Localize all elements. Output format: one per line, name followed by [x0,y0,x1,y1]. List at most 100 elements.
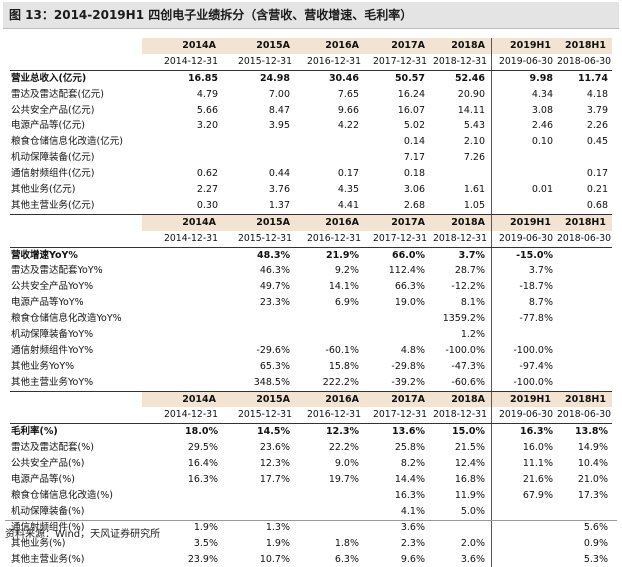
value-cell: 16.07 [365,103,431,119]
value-cell: 5.66 [142,103,222,119]
value-cell [557,279,612,295]
year-header-cell: 2019H1 [491,392,557,408]
value-cell [142,375,222,391]
value-cell: 5.02 [365,118,431,134]
table-row: 电源产品等(%)16.3%17.7%19.7%14.4%16.8%21.6%21… [10,472,612,488]
value-cell: 0.14 [365,134,431,150]
value-cell [222,327,296,343]
year-header-cell: 2016A [296,392,365,408]
table-row: 粮食仓储信息化改造YoY%1359.2%-77.8% [10,311,612,327]
year-header-cell: 2018A [431,215,491,231]
value-cell [557,150,612,166]
value-cell: 4.34 [491,87,557,103]
row-label: 机动保障装备(亿元) [10,150,142,166]
value-cell: 7.00 [222,87,296,103]
row-label: 其他业务(亿元) [10,182,142,198]
value-cell: 3.76 [222,182,296,198]
value-cell: 1.2% [431,327,491,343]
value-cell [491,504,557,520]
row-label: 机动保障装备YoY% [10,327,142,343]
value-cell: -100.0% [491,375,557,391]
value-cell: 4.8% [365,343,431,359]
value-cell: 19.7% [296,472,365,488]
value-cell [365,311,431,327]
value-cell: 10.7% [222,552,296,567]
value-cell: 4.41 [296,198,365,214]
value-cell: 16.3% [491,424,557,440]
value-cell: 6.9% [296,295,365,311]
value-cell: 7.26 [431,150,491,166]
value-cell: 222.2% [296,375,365,391]
value-cell [142,488,222,504]
value-cell: 22.2% [296,440,365,456]
year-header-cell: 2018A [431,38,491,54]
header-blank [10,231,142,247]
value-cell: 1359.2% [431,311,491,327]
date-header-cell: 2019-06-30 [491,54,557,70]
value-cell [557,359,612,375]
value-cell: 15.0% [431,424,491,440]
value-cell: 0.62 [142,166,222,182]
row-label: 公共安全产品YoY% [10,279,142,295]
value-cell: 25.8% [365,440,431,456]
year-header-cell: 2014A [142,392,222,408]
value-cell: 3.08 [491,103,557,119]
value-cell: 9.2% [296,263,365,279]
value-cell [491,150,557,166]
value-cell: 0.18 [365,166,431,182]
date-header-cell: 2014-12-31 [142,231,222,247]
year-header-cell: 2018H1 [557,38,612,54]
value-cell: -18.7% [491,279,557,295]
value-cell: 4.1% [365,504,431,520]
value-cell: -60.6% [431,375,491,391]
value-cell: 14.5% [222,424,296,440]
value-cell [142,295,222,311]
year-header-cell: 2018A [431,392,491,408]
value-cell: 0.30 [142,198,222,214]
value-cell [296,311,365,327]
date-header-cell: 2019-06-30 [491,231,557,247]
value-cell: 2.46 [491,118,557,134]
value-cell: 66.3% [365,279,431,295]
value-cell: 1.05 [431,198,491,214]
value-cell [222,311,296,327]
row-label: 雷达及雷达配套(亿元) [10,87,142,103]
value-cell: -77.8% [491,311,557,327]
value-cell [222,504,296,520]
source-note: 资料来源：Wind，天风证券研究所 [5,520,617,540]
value-cell: 12.4% [431,456,491,472]
table-row: 毛利率(%)18.0%14.5%12.3%13.6%15.0%16.3%13.8… [10,424,612,440]
value-cell: 17.7% [222,472,296,488]
value-cell [222,134,296,150]
header-blank [10,215,142,231]
row-label: 公共安全产品(%) [10,456,142,472]
value-cell [557,327,612,343]
value-cell: 17.3% [557,488,612,504]
value-cell: 16.24 [365,87,431,103]
year-header-cell: 2015A [222,392,296,408]
year-header-cell: 2016A [296,215,365,231]
value-cell: -100.0% [431,343,491,359]
value-cell: 21.0% [557,472,612,488]
value-cell: 8.7% [491,295,557,311]
year-header-cell: 2015A [222,215,296,231]
value-cell: -47.3% [431,359,491,375]
value-cell [557,375,612,391]
value-cell: 21.9% [296,248,365,264]
value-cell: 29.5% [142,440,222,456]
value-cell [142,343,222,359]
value-cell: 66.0% [365,248,431,264]
row-label: 雷达及雷达配套YoY% [10,263,142,279]
value-cell: 8.2% [365,456,431,472]
table-row: 机动保障装备(%)4.1%5.0% [10,504,612,520]
value-cell [557,311,612,327]
table-row: 雷达及雷达配套YoY%46.3%9.2%112.4%28.7%3.7% [10,263,612,279]
value-cell: 3.06 [365,182,431,198]
value-cell: 46.3% [222,263,296,279]
year-header-cell: 2015A [222,38,296,54]
value-cell: -15.0% [491,248,557,264]
